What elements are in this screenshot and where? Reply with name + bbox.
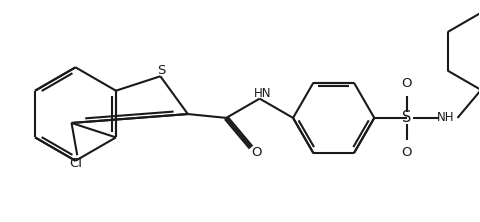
Text: O: O: [402, 77, 412, 90]
Text: S: S: [402, 110, 411, 125]
Text: Cl: Cl: [70, 157, 83, 170]
Text: HN: HN: [254, 87, 271, 100]
Text: O: O: [402, 146, 412, 159]
Text: S: S: [157, 64, 166, 77]
Text: NH: NH: [437, 111, 454, 124]
Text: O: O: [251, 146, 261, 159]
